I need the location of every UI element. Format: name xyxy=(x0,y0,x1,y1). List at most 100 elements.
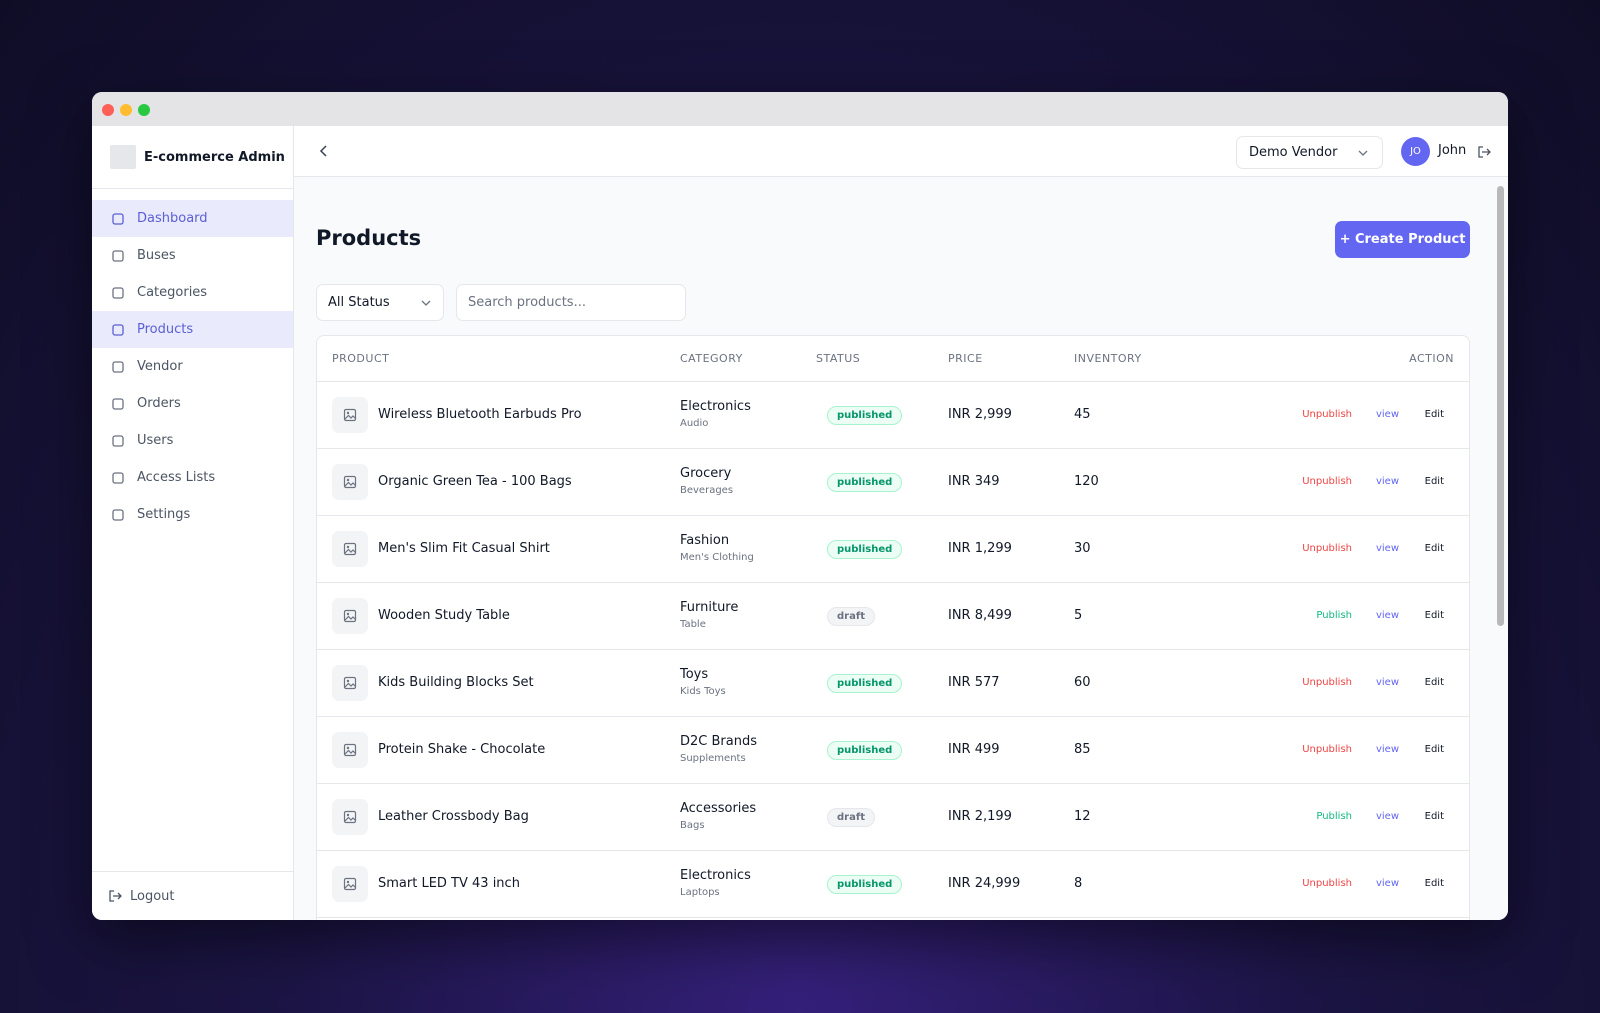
status-filter-label: All Status xyxy=(328,295,390,310)
image-icon xyxy=(343,810,357,824)
scrollbar[interactable] xyxy=(1497,186,1504,626)
nav-icon xyxy=(112,360,124,373)
back-button[interactable] xyxy=(318,144,330,158)
nav-item[interactable]: Vendor xyxy=(92,348,293,385)
product-name[interactable]: Wireless Bluetooth Earbuds Pro xyxy=(378,407,582,422)
category: Electronics xyxy=(680,868,751,883)
thumbnail xyxy=(332,464,368,500)
table-row: Smart LED TV 43 inch Electronics Laptops pu… xyxy=(317,850,1469,917)
publish-toggle[interactable]: Unpublish xyxy=(1302,476,1352,487)
edit-link[interactable]: Edit xyxy=(1424,409,1444,420)
view-link[interactable]: view xyxy=(1375,811,1399,822)
table-row: Kids Building Blocks Set Toys Kids Toys pub… xyxy=(317,649,1469,716)
column-header: CATEGORY xyxy=(680,352,743,365)
image-icon xyxy=(343,743,357,757)
edit-link[interactable]: Edit xyxy=(1424,677,1444,688)
publish-toggle[interactable]: Unpublish xyxy=(1302,409,1352,420)
price: INR 499 xyxy=(948,742,1000,757)
inventory: 8 xyxy=(1074,876,1083,891)
nav-label: Vendor xyxy=(137,359,183,374)
search-input[interactable]: Search products... xyxy=(456,284,686,321)
product-name[interactable]: Wooden Study Table xyxy=(378,608,510,623)
edit-link[interactable]: Edit xyxy=(1424,811,1444,822)
view-link[interactable]: view xyxy=(1375,677,1399,688)
nav-icon xyxy=(112,471,124,484)
publish-toggle[interactable]: Unpublish xyxy=(1302,878,1352,889)
publish-toggle[interactable]: Publish xyxy=(1316,610,1352,621)
title-bar xyxy=(92,92,1508,126)
price: INR 1,299 xyxy=(948,541,1012,556)
view-link[interactable]: view xyxy=(1375,476,1399,487)
thumbnail xyxy=(332,866,368,902)
logout[interactable]: Logout xyxy=(92,871,293,920)
vendor-select[interactable]: Demo Vendor xyxy=(1236,136,1383,169)
logo xyxy=(110,145,136,169)
view-link[interactable]: view xyxy=(1375,744,1399,755)
close-dot[interactable] xyxy=(102,104,114,116)
category: Toys xyxy=(680,667,709,682)
view-link[interactable]: view xyxy=(1375,543,1399,554)
view-link[interactable]: view xyxy=(1375,610,1399,621)
view-link[interactable]: view xyxy=(1375,878,1399,889)
subcategory: Kids Toys xyxy=(680,686,726,697)
nav-label: Buses xyxy=(137,248,176,263)
nav-item[interactable]: Orders xyxy=(92,385,293,422)
category: D2C Brands xyxy=(680,734,757,749)
nav-item[interactable]: Users xyxy=(92,422,293,459)
inventory: 45 xyxy=(1074,407,1091,422)
category: Fashion xyxy=(680,533,730,548)
page-title: Products xyxy=(316,226,422,250)
table-row: Leather Crossbody Bag Accessories Bags draf… xyxy=(317,783,1469,850)
column-header: PRODUCT xyxy=(332,352,390,365)
nav-item[interactable]: Access Lists xyxy=(92,459,293,496)
product-name[interactable]: Kids Building Blocks Set xyxy=(378,675,534,690)
nav-item[interactable]: Buses xyxy=(92,237,293,274)
subcategory: Supplements xyxy=(680,753,746,764)
create-button[interactable]: + Create Product xyxy=(1335,221,1470,258)
price: INR 8,499 xyxy=(948,608,1012,623)
table-row: Furniture xyxy=(317,917,1469,920)
price: INR 577 xyxy=(948,675,1000,690)
product-name[interactable]: Protein Shake - Chocolate xyxy=(378,742,546,757)
publish-toggle[interactable]: Publish xyxy=(1316,811,1352,822)
status-badge: published xyxy=(827,540,903,559)
product-name[interactable]: Organic Green Tea - 100 Bags xyxy=(378,474,572,489)
subcategory: Beverages xyxy=(680,485,734,496)
nav-icon xyxy=(112,434,124,447)
product-name[interactable]: Smart LED TV 43 inch xyxy=(378,876,520,891)
nav-item[interactable]: Products xyxy=(92,311,293,348)
edit-link[interactable]: Edit xyxy=(1424,610,1444,621)
thumbnail xyxy=(332,732,368,768)
edit-link[interactable]: Edit xyxy=(1424,543,1444,554)
nav-item[interactable]: Categories xyxy=(92,274,293,311)
product-name[interactable]: Men's Slim Fit Casual Shirt xyxy=(378,541,550,556)
sign-out-icon[interactable] xyxy=(1477,145,1491,159)
inventory: 30 xyxy=(1074,541,1091,556)
nav-item[interactable]: Dashboard xyxy=(92,200,293,237)
status-filter[interactable]: All Status xyxy=(316,284,444,321)
price: INR 2,199 xyxy=(948,809,1012,824)
table-row: Organic Green Tea - 100 Bags Grocery Bever… xyxy=(317,448,1469,515)
publish-toggle[interactable]: Unpublish xyxy=(1302,543,1352,554)
status-badge: published xyxy=(827,674,903,693)
subcategory: Laptops xyxy=(680,887,720,898)
top-bar: Demo Vendor JO John xyxy=(294,126,1508,177)
avatar[interactable]: JO xyxy=(1401,137,1430,166)
publish-toggle[interactable]: Unpublish xyxy=(1302,744,1352,755)
edit-link[interactable]: Edit xyxy=(1424,476,1444,487)
publish-toggle[interactable]: Unpublish xyxy=(1302,677,1352,688)
edit-link[interactable]: Edit xyxy=(1424,878,1444,889)
inventory: 5 xyxy=(1074,608,1083,623)
status-badge: published xyxy=(827,741,903,760)
image-icon xyxy=(343,408,357,422)
nav-item[interactable]: Settings xyxy=(92,496,293,533)
view-link[interactable]: view xyxy=(1375,409,1399,420)
image-icon xyxy=(343,542,357,556)
edit-link[interactable]: Edit xyxy=(1424,744,1444,755)
product-name[interactable]: Leather Crossbody Bag xyxy=(378,809,529,824)
vendor-name: Demo Vendor xyxy=(1249,145,1338,160)
minimize-dot[interactable] xyxy=(120,104,132,116)
category: Grocery xyxy=(680,466,732,481)
zoom-dot[interactable] xyxy=(138,104,150,116)
price: INR 2,999 xyxy=(948,407,1012,422)
